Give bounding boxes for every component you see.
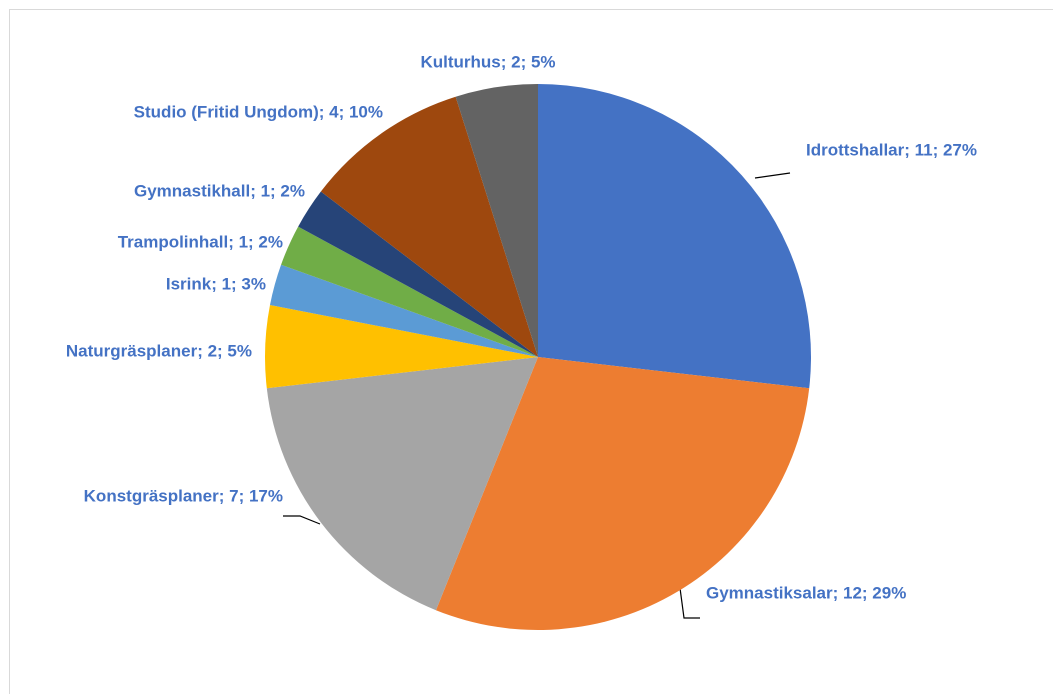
data-label: Idrottshallar; 11; 27% [806,140,977,159]
leader-line [283,515,321,525]
pie-slice [269,264,538,357]
data-label: Trampolinhall; 1; 2% [118,232,283,251]
data-label: Naturgräsplaner; 2; 5% [66,341,252,360]
leader-line [679,587,700,619]
pie-slice [538,84,811,389]
data-label: Konstgräsplaner; 7; 17% [84,486,283,505]
pie-slice [298,191,538,357]
pie-slice [266,357,538,611]
data-label: Isrink; 1; 3% [166,274,266,293]
data-label: Kulturhus; 2; 5% [420,52,555,71]
pie-slice [265,305,538,389]
pie-slice [281,226,538,357]
leader-line [754,172,791,179]
data-label: Studio (Fritid Ungdom); 4; 10% [134,102,383,121]
pie-slice [320,96,538,358]
data-label: Gymnastikhall; 1; 2% [134,181,305,200]
pie-slice [435,357,810,631]
data-label: Gymnastiksalar; 12; 29% [706,583,906,602]
pie-slice [455,84,538,357]
